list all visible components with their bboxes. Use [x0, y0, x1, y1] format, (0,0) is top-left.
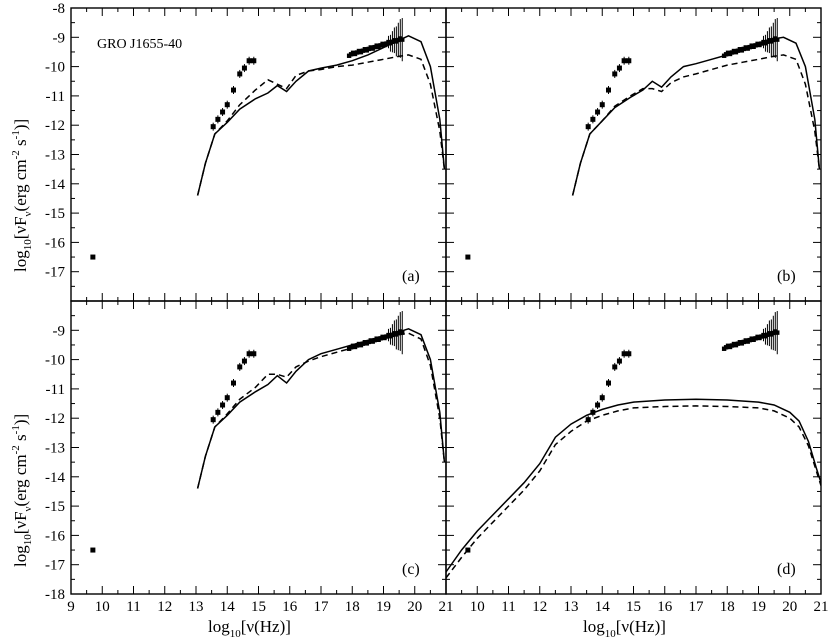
- model-curve-solid: [196, 327, 446, 489]
- model-curve-dashed: [571, 54, 821, 196]
- x-tick-label: 17: [689, 599, 705, 615]
- y-tick-label: -18: [45, 587, 65, 603]
- x-tick-label: 13: [189, 599, 204, 615]
- model-curve-dashed: [196, 332, 446, 489]
- y-tick-label: -9: [53, 323, 66, 339]
- source-annotation: GRO J1655-40: [97, 37, 182, 52]
- x-tick-label: 20: [782, 599, 797, 615]
- x-tick-label: 10: [470, 599, 485, 615]
- panel-label: (b): [777, 268, 796, 285]
- x-tick-label: 16: [657, 599, 673, 615]
- panel-frame: [445, 300, 822, 595]
- panel-frame: [70, 300, 447, 595]
- y-tick-label: -14: [45, 470, 65, 486]
- x-tick-label: 19: [376, 599, 391, 615]
- x-tick-label: 18: [345, 599, 360, 615]
- data-point-radio: [90, 254, 96, 260]
- x-tick-label: 16: [282, 599, 298, 615]
- y-tick-label: -16: [45, 528, 65, 544]
- x-axis-label-left: log10[ν(Hz)]: [208, 617, 291, 640]
- x-tick-label: 20: [407, 599, 422, 615]
- model-curve-solid: [446, 398, 821, 573]
- x-tick-label: 12: [157, 599, 172, 615]
- x-tick-label: 14: [595, 599, 611, 615]
- data-point-radio: [465, 254, 471, 260]
- panel-frame: [445, 7, 822, 302]
- y-axis-label-top: log10[νFν(erg cm-2 s-1)]: [10, 119, 34, 272]
- model-curve-solid: [196, 34, 446, 196]
- x-tick-label: 11: [126, 599, 140, 615]
- panel-c: (c): [70, 300, 447, 595]
- y-tick-label: -17: [45, 558, 65, 574]
- x-tick-label: 14: [220, 599, 236, 615]
- y-tick-label: -17: [45, 265, 65, 281]
- x-tick-label: 15: [251, 599, 266, 615]
- y-tick-label: -12: [45, 411, 65, 427]
- y-tick-label: -13: [45, 441, 65, 457]
- y-tick-label: -11: [46, 382, 65, 398]
- y-tick-label: -8: [53, 1, 66, 17]
- panel-label: (d): [777, 561, 796, 578]
- model-curve-dashed: [196, 54, 446, 196]
- panel-b: (b): [445, 7, 822, 302]
- y-tick-label: -11: [46, 89, 65, 105]
- x-tick-label: 12: [532, 599, 547, 615]
- model-curve-dashed: [446, 405, 821, 579]
- y-tick-label: -15: [45, 206, 65, 222]
- y-tick-label: -13: [45, 148, 65, 164]
- x-tick-label: 10: [95, 599, 110, 615]
- model-curve-solid: [571, 36, 821, 196]
- axis-text-layer: log10[ν(Hz)] log10[ν(Hz)] log10[νFν(erg …: [10, 1, 829, 640]
- x-axis-label-right: log10[ν(Hz)]: [583, 617, 666, 640]
- x-tick-label: 21: [439, 599, 454, 615]
- x-tick-label: 15: [626, 599, 641, 615]
- y-tick-label: -9: [53, 30, 66, 46]
- panel-d: (d): [445, 300, 822, 595]
- y-tick-label: -14: [45, 177, 65, 193]
- x-tick-label: 9: [67, 599, 75, 615]
- y-tick-label: -15: [45, 499, 65, 515]
- x-tick-label: 13: [564, 599, 579, 615]
- panels-layer: (a) (b) (c) (d): [70, 7, 822, 595]
- y-tick-label: -10: [45, 60, 65, 76]
- x-tick-label: 18: [720, 599, 735, 615]
- x-tick-label: 21: [814, 599, 829, 615]
- y-tick-label: -12: [45, 118, 65, 134]
- x-tick-label: 17: [314, 599, 330, 615]
- x-tick-label: 19: [751, 599, 766, 615]
- data-point-radio: [90, 547, 96, 553]
- y-axis-label-bottom: log10[νFν(erg cm-2 s-1)]: [10, 414, 34, 567]
- panel-label: (c): [402, 561, 420, 578]
- panel-label: (a): [402, 268, 420, 285]
- y-tick-label: -10: [45, 353, 65, 369]
- y-tick-label: -16: [45, 235, 65, 251]
- x-tick-label: 11: [501, 599, 515, 615]
- data-point-radio: [465, 547, 471, 553]
